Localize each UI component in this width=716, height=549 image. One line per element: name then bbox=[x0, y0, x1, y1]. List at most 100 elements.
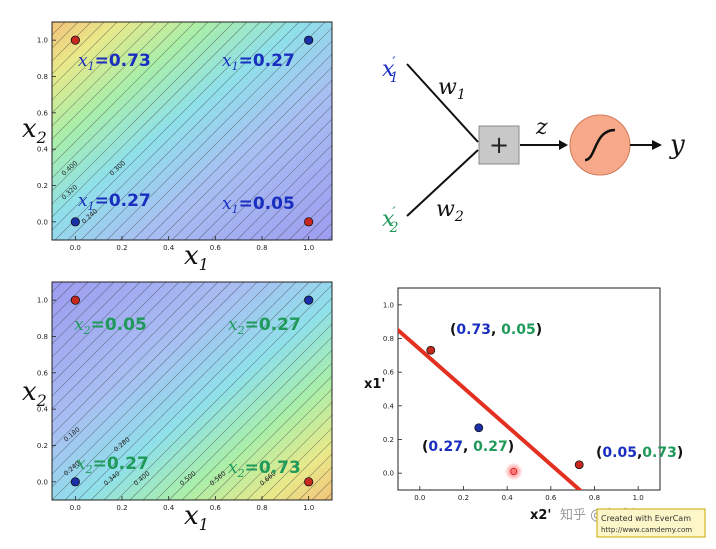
contour-line bbox=[184, 92, 332, 240]
contour-line bbox=[52, 282, 115, 345]
glow-ring bbox=[510, 467, 518, 475]
z-arrowhead bbox=[559, 140, 568, 150]
decision-line bbox=[398, 328, 583, 490]
contour-line bbox=[129, 297, 332, 500]
contour-line bbox=[52, 282, 258, 488]
x-axis-label: x1 bbox=[184, 241, 209, 274]
contour-line bbox=[52, 22, 248, 218]
plot-frame bbox=[51, 21, 333, 241]
y-tick-label: 1.0 bbox=[37, 297, 48, 305]
annotation-bottom-right: x1=0.05 bbox=[222, 194, 295, 216]
contour-line bbox=[52, 22, 157, 127]
contour-line bbox=[220, 388, 332, 500]
contour-line bbox=[236, 144, 332, 240]
y-tick-label: 0.8 bbox=[383, 335, 394, 343]
y-axis-label: x1' bbox=[364, 377, 385, 392]
y-tick-label: 0.2 bbox=[37, 182, 48, 190]
contour-line bbox=[272, 440, 332, 500]
neuron-diagram: x′ 1 x′ 2 w1 w2 + z y bbox=[382, 55, 685, 236]
blue-point bbox=[304, 35, 314, 45]
contour-line bbox=[52, 22, 170, 140]
red-point bbox=[304, 477, 314, 487]
contour-line bbox=[233, 401, 332, 500]
y-tick-label: 0.8 bbox=[37, 333, 48, 341]
contour-line bbox=[259, 427, 332, 500]
contour-line bbox=[52, 282, 193, 423]
contour-line bbox=[288, 196, 332, 240]
contour-line bbox=[676, 282, 716, 500]
contour-line bbox=[210, 118, 332, 240]
contour-line bbox=[155, 323, 332, 500]
contour-line bbox=[275, 183, 332, 240]
contour-line bbox=[52, 22, 222, 192]
glow-marker bbox=[504, 462, 523, 481]
input-edge-1 bbox=[406, 63, 479, 143]
contour-line bbox=[77, 282, 297, 500]
tick-labels: 0.0 0.2 0.4 0.6 0.8 1.0 0.0 0.2 0.4 0.6 0.8 1.0 bbox=[37, 37, 314, 252]
y-tick-label: 0.6 bbox=[37, 369, 49, 377]
point-label: (0.27, 0.27) bbox=[422, 439, 514, 455]
annotation-top-right: x2=0.27 bbox=[228, 315, 301, 337]
contour-line bbox=[52, 282, 219, 449]
x-tick-label: 0.4 bbox=[502, 494, 514, 502]
input-x2-label: x′ 2 bbox=[382, 205, 399, 236]
point-label: (0.73, 0.05) bbox=[450, 322, 542, 338]
contour-line bbox=[52, 282, 102, 332]
contour-line bbox=[689, 282, 716, 500]
y-axis-label: x2 bbox=[22, 377, 47, 410]
weight-w2-label: w2 bbox=[436, 197, 464, 225]
contour-line bbox=[52, 22, 209, 179]
contour-line bbox=[52, 22, 118, 88]
tick-labels: 0.0 0.2 0.4 0.6 0.8 1.0 0.0 0.2 0.4 0.6 0.8 1.0 bbox=[37, 297, 314, 512]
annotation-bottom-left: x1=0.27 bbox=[78, 191, 151, 213]
contour-plot-bottom: 0.0 0.2 0.4 0.6 0.8 1.00.00.20.40.60.81.0 0.1… bbox=[0, 281, 716, 534]
y-tick-label: 0.2 bbox=[383, 436, 394, 444]
y-tick-label: 0.2 bbox=[37, 442, 48, 450]
contour-line bbox=[171, 79, 332, 240]
contour-line bbox=[52, 282, 154, 384]
contour-line bbox=[52, 22, 105, 75]
badge-line-2: http://www.camdemy.com bbox=[601, 526, 692, 534]
weight-w1-label: w1 bbox=[438, 75, 466, 103]
x-tick-label: 0.0 bbox=[70, 504, 81, 512]
contour-lines bbox=[0, 282, 716, 500]
contour-line bbox=[52, 22, 261, 231]
plot-frame bbox=[51, 281, 333, 501]
contour-line bbox=[93, 22, 313, 240]
contour-line bbox=[0, 282, 23, 500]
contour-line bbox=[168, 336, 332, 500]
contour-line bbox=[52, 282, 128, 358]
x-tick-label: 1.0 bbox=[303, 504, 314, 512]
contour-line bbox=[445, 22, 663, 240]
y-tick-label: 1.0 bbox=[37, 37, 48, 45]
contour-line bbox=[103, 282, 323, 500]
contour-line bbox=[194, 362, 332, 500]
x-tick-label: 0.2 bbox=[458, 494, 469, 502]
y-tick-label: 0.4 bbox=[37, 406, 49, 414]
contour-line bbox=[249, 157, 332, 240]
contour-line bbox=[52, 282, 232, 462]
data-points bbox=[70, 35, 314, 227]
contour-line bbox=[52, 282, 245, 475]
contour-line bbox=[0, 22, 13, 240]
contour-line bbox=[106, 22, 326, 240]
x-tick-label: 0.8 bbox=[256, 504, 267, 512]
y-tick-label: 0.0 bbox=[37, 478, 48, 486]
sum-node bbox=[478, 125, 520, 165]
evercam-badge bbox=[596, 508, 706, 538]
contour-line bbox=[52, 22, 92, 62]
contour-line bbox=[0, 282, 10, 500]
red-point bbox=[304, 217, 314, 227]
contour-line bbox=[52, 282, 206, 436]
blue-point bbox=[70, 217, 80, 227]
blue-point bbox=[474, 423, 484, 433]
x-tick-label: 0.8 bbox=[256, 244, 267, 252]
red-point bbox=[574, 460, 584, 470]
badge-line-1: Created with EverCam bbox=[601, 514, 691, 523]
contour-line bbox=[223, 131, 332, 240]
sigmoid-icon bbox=[584, 128, 616, 162]
tick-labels: 0.0 0.2 0.4 0.6 0.8 1.0 0.0 0.2 0.4 0.6 0.8 1.0 bbox=[383, 301, 644, 502]
x-tick-label: 0.4 bbox=[163, 504, 175, 512]
contour-line bbox=[116, 284, 332, 500]
y-tick-label: 0.4 bbox=[37, 146, 49, 154]
